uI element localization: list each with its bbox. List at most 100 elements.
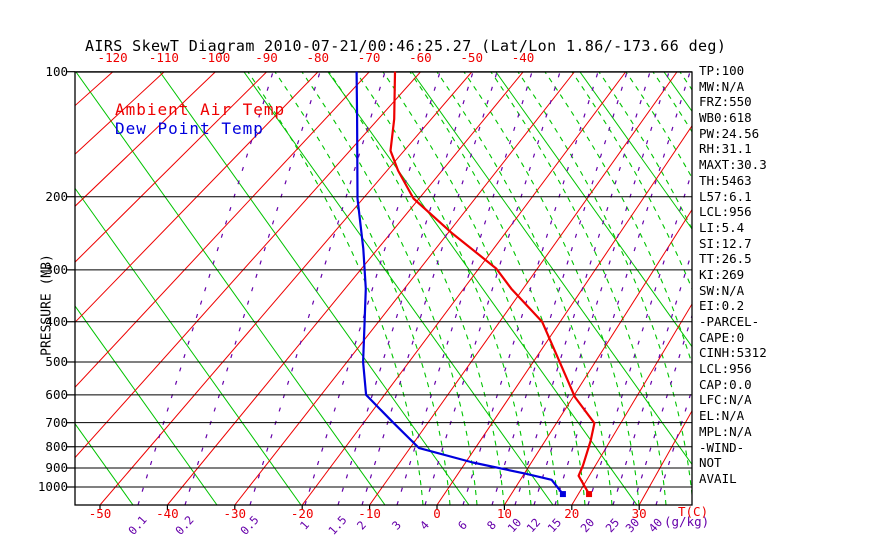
mixing-ratio-line [462,72,599,505]
sounding-parameters-panel: TP:100 MW:N/A FRZ:550 WB0:618 PW:24.56 RH:31.… [699,63,799,487]
bottom-temp-label: 30 [631,506,647,521]
panel-line: SW:N/A [699,282,745,298]
panel-line: CAP:0.0 [699,376,752,392]
dry-adiabat-line [832,72,870,505]
panel-line: -WIND- [699,439,745,455]
dew-point-curve [355,71,564,495]
panel-line: MPL:N/A [699,423,752,439]
panel-line: EI:0.2 [699,298,745,314]
moist-adiabat-line [517,72,692,501]
pressure-tick-label: 300 [45,261,68,277]
pressure-tick-label: 200 [45,188,68,204]
chart-title: AIRS SkewT Diagram 2010-07-21/00:46:25.2… [85,37,727,55]
panel-line: NOT [699,455,722,471]
bottom-temp-label: -30 [223,506,247,521]
top-temp-label: -80 [306,50,330,65]
moist-adiabat-line [409,72,586,505]
isotherm-line [75,72,370,389]
isotherm-line [369,72,678,505]
moist-adiabat-line [544,72,692,367]
pressure-tick-label: 800 [45,438,68,454]
isotherm-line [75,72,421,459]
pressure-tick-label: 500 [45,353,68,369]
moist-adiabat-line [382,72,559,505]
isotherm-line [503,208,692,505]
bottom-temp-label: -10 [358,506,381,521]
dry-adiabat-line [411,72,692,466]
pressure-tick-label: 400 [45,313,68,329]
moist-adiabat-line [436,72,613,505]
mixing-ratio-line [514,72,651,505]
panel-line: TP:100 [699,63,745,78]
panel-line: FRZ:550 [699,94,752,110]
isotherm-line [75,72,165,155]
mixing-ratio-line [396,72,533,505]
panel-line: TT:26.5 [699,251,752,267]
dry-adiabat-line [579,72,692,230]
moist-adiabat-line [247,72,424,505]
mixing-ratio-line [554,72,691,505]
mixing-ratio-line [612,249,692,505]
isotherm-line [167,72,524,505]
mixing-ratio-line [587,169,692,505]
top-temp-label: -50 [460,50,483,65]
mixing-ratio-line [337,72,474,505]
isotherm-line [841,72,870,505]
plot-frame [74,71,693,506]
isotherm-line [75,72,216,207]
top-temp-label: -40 [511,50,535,65]
bottom-temp-label: -20 [290,506,314,521]
panel-line: MAXT:30.3 [699,157,767,173]
dry-adiabat-line [243,72,554,505]
dry-adiabat-line [327,72,638,505]
bottom-temp-label: 10 [496,506,512,521]
top-temp-label: -100 [200,50,231,65]
dew-point-curve-surface-marker [559,491,566,498]
isotherm-line [99,72,473,505]
panel-line: PW:24.56 [699,125,760,141]
legend-dew-point-temp: Dew Point Temp [115,119,264,138]
panel-line: KI:269 [699,266,745,282]
pressure-tick-label: 1000 [37,479,68,494]
panel-line: RH:31.1 [699,141,752,157]
panel-line: CAPE:0 [699,329,745,345]
isotherm-line [75,72,267,263]
bottom-temp-label: -40 [156,506,179,521]
background-lines [0,72,870,505]
mixing-ratio-line [137,72,274,505]
panel-line: CINH:5312 [699,345,767,361]
isotherm-line [0,72,10,505]
panel-line: MW:N/A [699,78,745,94]
bottom-temp-label: 20 [564,506,580,521]
mixing-ratio-line [533,72,670,505]
panel-line: EL:N/A [699,408,745,424]
ambient-temp-curve-surface-marker [586,491,593,498]
pressure-tick-label: 600 [45,386,68,402]
dry-adiabat-line [75,422,134,505]
mixing-ratio-line [184,72,321,505]
top-temp-label: -60 [409,50,432,65]
top-temp-label: -110 [148,50,179,65]
panel-line: WB0:618 [699,110,752,126]
pressure-tick-label: 700 [45,414,68,430]
pressure-tick-label: 900 [45,459,68,475]
panel-line: LCL:956 [699,361,752,377]
panel-line: AVAIL [699,470,737,486]
bottom-temp-label: 0 [433,506,441,521]
panel-line: SI:12.7 [699,235,752,251]
bottom-temp-label: -50 [88,506,112,521]
temp-unit-label: T(C) [678,504,709,519]
panel-line: LFC:N/A [699,392,752,408]
mixing-ratio-line [361,72,498,505]
isotherm-line [638,409,692,505]
moist-adiabat-line [301,72,478,505]
isotherm-line [75,72,319,324]
dry-adiabat-line [495,72,692,348]
panel-line: LCL:956 [699,204,752,220]
mixing-unit-label: (g/kg) [664,514,710,529]
isotherm-line [234,72,575,505]
panel-line: -PARCEL- [699,314,760,329]
moist-adiabat-line [463,72,640,505]
dry-adiabat-line [75,305,218,505]
panel-line: L57:6.1 [699,188,752,204]
